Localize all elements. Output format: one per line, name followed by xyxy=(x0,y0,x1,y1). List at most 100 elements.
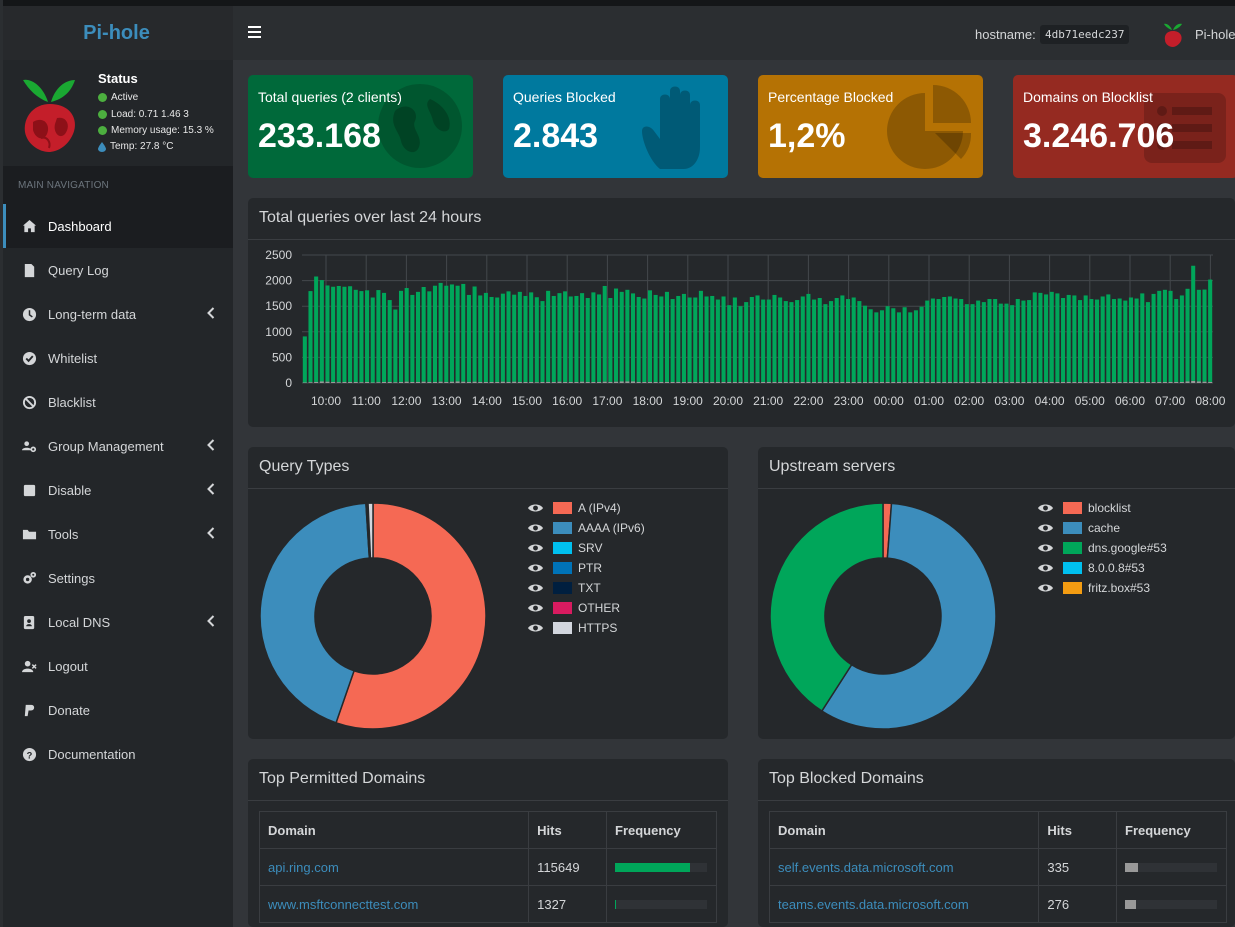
permitted-bar[interactable] xyxy=(919,306,924,382)
blocked-bar[interactable] xyxy=(959,381,964,383)
blocked-bar[interactable] xyxy=(913,381,918,383)
blocked-bar[interactable] xyxy=(602,381,607,383)
permitted-bar[interactable] xyxy=(597,294,602,382)
eye-icon[interactable] xyxy=(528,523,543,533)
permitted-bar[interactable] xyxy=(1145,302,1150,382)
permitted-bar[interactable] xyxy=(449,284,454,382)
permitted-bar[interactable] xyxy=(1134,298,1139,382)
permitted-bar[interactable] xyxy=(902,307,907,382)
sidebar-item-long-term-data[interactable]: Long-term data xyxy=(3,292,233,336)
blocked-bar[interactable] xyxy=(529,381,534,383)
permitted-bar[interactable] xyxy=(1151,293,1156,382)
blocked-bar[interactable] xyxy=(382,381,387,383)
permitted-bar[interactable] xyxy=(608,298,613,382)
blocked-bar[interactable] xyxy=(1185,381,1190,383)
permitted-bar[interactable] xyxy=(1106,294,1111,382)
permitted-bar[interactable] xyxy=(664,291,669,382)
blocked-bar[interactable] xyxy=(812,381,817,383)
blocked-bar[interactable] xyxy=(823,381,828,383)
permitted-bar[interactable] xyxy=(817,298,822,382)
permitted-bar[interactable] xyxy=(812,299,817,382)
permitted-bar[interactable] xyxy=(1123,300,1128,382)
blocked-bar[interactable] xyxy=(1061,381,1066,383)
blocked-bar[interactable] xyxy=(580,381,585,383)
blocked-bar[interactable] xyxy=(597,381,602,383)
permitted-bar[interactable] xyxy=(981,302,986,382)
blocked-bar[interactable] xyxy=(755,381,760,383)
permitted-bar[interactable] xyxy=(766,299,771,382)
blocked-bar[interactable] xyxy=(1191,380,1196,383)
permitted-bar[interactable] xyxy=(1196,289,1201,382)
pihole-user-icon[interactable] xyxy=(1163,21,1183,47)
donut-slice-aaaa-ipv6-[interactable] xyxy=(259,502,371,724)
permitted-bar[interactable] xyxy=(1066,294,1071,382)
permitted-bar[interactable] xyxy=(602,285,607,382)
permitted-bar[interactable] xyxy=(517,291,522,382)
domain-link[interactable]: www.msftconnecttest.com xyxy=(268,896,419,912)
permitted-bar[interactable] xyxy=(846,299,851,382)
permitted-bar[interactable] xyxy=(1077,300,1083,382)
permitted-bar[interactable] xyxy=(913,310,918,382)
permitted-bar[interactable] xyxy=(500,293,505,382)
blocked-bar[interactable] xyxy=(1151,381,1156,383)
blocked-bar[interactable] xyxy=(1202,381,1207,383)
permitted-bar[interactable] xyxy=(506,291,511,382)
permitted-bar[interactable] xyxy=(744,302,749,382)
query-types-donut-chart[interactable] xyxy=(248,491,488,731)
permitted-bar[interactable] xyxy=(891,308,896,382)
blocked-bar[interactable] xyxy=(314,381,319,383)
blocked-bar[interactable] xyxy=(1208,381,1213,383)
permitted-bar[interactable] xyxy=(444,285,449,382)
legend-item[interactable]: OTHER xyxy=(528,598,620,618)
permitted-bar[interactable] xyxy=(336,285,341,383)
sidebar-item-blacklist[interactable]: Blacklist xyxy=(3,380,233,424)
blocked-bar[interactable] xyxy=(834,381,839,383)
permitted-bar[interactable] xyxy=(1128,297,1133,382)
permitted-bar[interactable] xyxy=(800,296,805,382)
queries-blocked-box[interactable]: Queries Blocked 2.843 xyxy=(503,75,728,178)
blocked-bar[interactable] xyxy=(348,381,353,383)
permitted-bar[interactable] xyxy=(687,297,692,382)
eye-icon[interactable] xyxy=(1038,503,1053,513)
blocked-bar[interactable] xyxy=(506,381,511,383)
legend-item[interactable]: 8.0.0.8#53 xyxy=(1038,558,1145,578)
permitted-bar[interactable] xyxy=(789,302,794,382)
permitted-bar[interactable] xyxy=(1191,265,1196,381)
sidebar-item-disable[interactable]: Disable xyxy=(3,468,233,512)
legend-item[interactable]: dns.google#53 xyxy=(1038,538,1167,558)
permitted-bar[interactable] xyxy=(783,301,788,382)
sidebar-item-documentation[interactable]: ? Documentation xyxy=(3,732,233,776)
blocked-bar[interactable] xyxy=(608,381,613,383)
eye-icon[interactable] xyxy=(528,623,543,633)
blocked-bar[interactable] xyxy=(410,381,415,383)
blocked-bar[interactable] xyxy=(727,381,732,383)
legend-item[interactable]: cache xyxy=(1038,518,1120,538)
permitted-bar[interactable] xyxy=(540,301,545,382)
permitted-bar[interactable] xyxy=(993,299,998,382)
blocked-bar[interactable] xyxy=(398,381,404,383)
app-logo[interactable]: Pi-hole xyxy=(83,21,150,44)
blocked-bar[interactable] xyxy=(874,381,879,383)
blocked-bar[interactable] xyxy=(1179,381,1184,383)
permitted-bar[interactable] xyxy=(840,295,845,382)
blocked-bar[interactable] xyxy=(1196,381,1201,383)
permitted-bar[interactable] xyxy=(472,286,477,382)
permitted-bar[interactable] xyxy=(942,296,947,382)
blocked-bar[interactable] xyxy=(500,381,505,383)
permitted-bar[interactable] xyxy=(1061,298,1066,382)
blocked-bar[interactable] xyxy=(444,381,449,383)
blocked-bar[interactable] xyxy=(653,381,658,383)
permitted-bar[interactable] xyxy=(1055,293,1060,382)
permitted-bar[interactable] xyxy=(432,285,438,382)
blocked-bar[interactable] xyxy=(1027,381,1032,383)
permitted-bar[interactable] xyxy=(959,299,964,382)
blocked-bar[interactable] xyxy=(319,381,324,383)
blocked-bar[interactable] xyxy=(1015,381,1020,383)
upstream-donut-chart[interactable] xyxy=(758,491,998,731)
blocked-bar[interactable] xyxy=(1140,381,1145,383)
permitted-bar[interactable] xyxy=(455,285,460,382)
eye-icon[interactable] xyxy=(1038,543,1053,553)
legend-item[interactable]: PTR xyxy=(528,558,602,578)
blocked-bar[interactable] xyxy=(840,381,845,383)
blocked-bar[interactable] xyxy=(715,381,720,383)
